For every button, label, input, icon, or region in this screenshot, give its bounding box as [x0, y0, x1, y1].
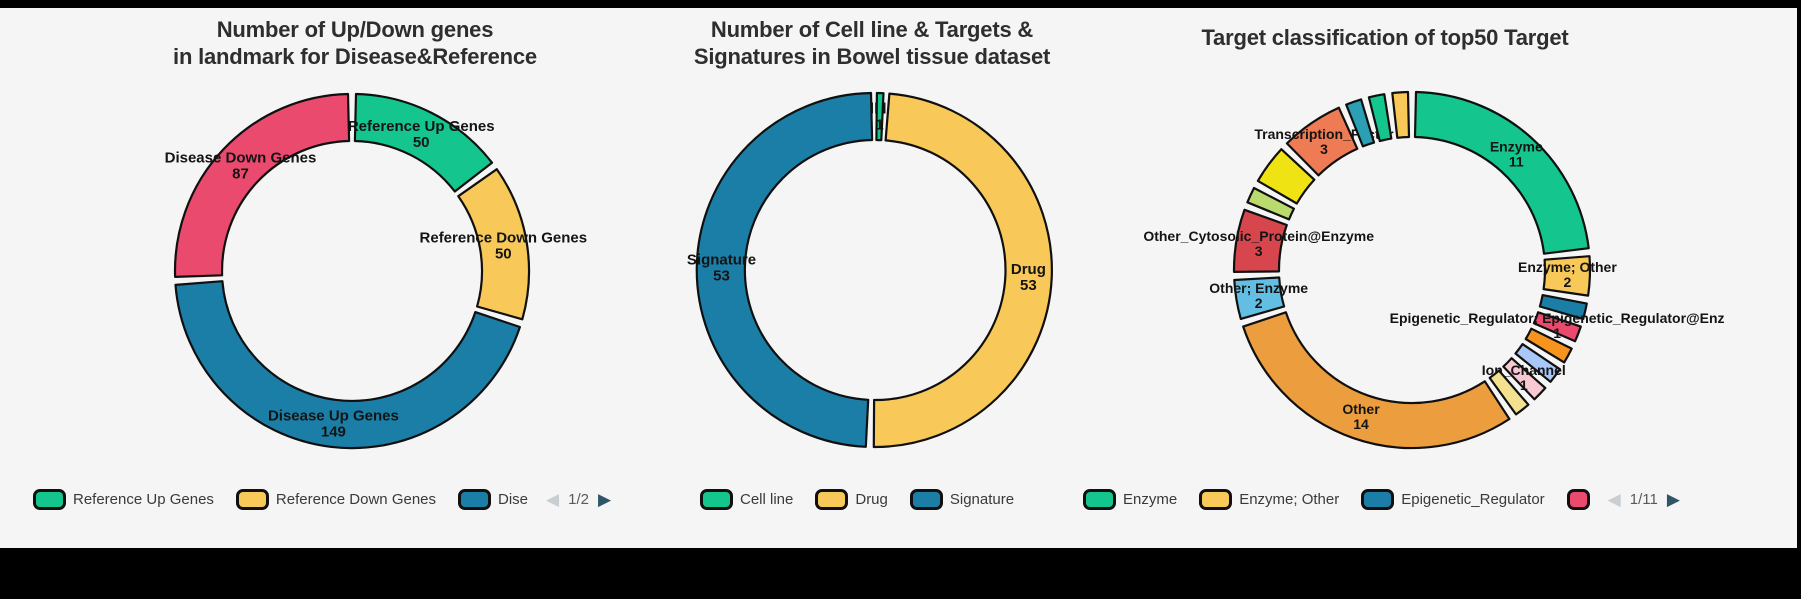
- chart1-legend: Reference Up Genes Reference Down Genes Di…: [33, 484, 611, 514]
- legend-item-label: Dise: [498, 490, 529, 508]
- donut-segment-disease-up-genes[interactable]: [174, 280, 521, 450]
- donut-segment-unlabeled[interactable]: [1538, 294, 1588, 320]
- chart2-title-line2: Signatures in Bowel tissue dataset: [693, 44, 1051, 69]
- chart2-title: Number of Cell line & Targets & Signatur…: [597, 16, 1147, 70]
- donut-segment-drug[interactable]: [872, 92, 1053, 449]
- donut-segment-unlabeled[interactable]: [1514, 343, 1561, 383]
- legend-item-enzyme-other[interactable]: Enzyme; Other: [1199, 488, 1340, 510]
- chart2-legend: Cell line Drug Signature: [700, 484, 1014, 514]
- legend-pager-page-indicator: 1/2: [568, 490, 589, 508]
- legend-item-label: Drug: [855, 490, 888, 508]
- donut-segment-other-enzyme[interactable]: [1233, 276, 1286, 320]
- legend-item-reference-up-genes[interactable]: Reference Up Genes: [33, 488, 214, 510]
- legend-item-label: Enzyme; Other: [1239, 490, 1340, 508]
- legend-item-label: Signature: [949, 490, 1015, 508]
- legend-swatch: [33, 488, 66, 510]
- donut-segment-unlabeled[interactable]: [1391, 90, 1411, 139]
- legend-pager-prev-icon[interactable]: ◀: [546, 489, 560, 509]
- donut-segment-enzyme[interactable]: [1413, 90, 1590, 255]
- legend-pager: ◀ 1/2 ▶: [546, 491, 611, 508]
- legend-swatch: [1361, 488, 1395, 510]
- legend-pager-page-indicator: 1/11: [1629, 490, 1658, 508]
- donut-segment-cell-line[interactable]: [875, 91, 885, 142]
- legend-swatch: [1566, 488, 1590, 510]
- donut-segment-other-cytosolic-protein-enzyme[interactable]: [1232, 208, 1288, 273]
- top-letterbox-bar: [0, 0, 1801, 8]
- legend-pager-next-icon[interactable]: ▶: [1666, 489, 1680, 509]
- donut-segment-reference-down-genes[interactable]: [457, 168, 531, 321]
- donut-segment-other[interactable]: [1242, 311, 1511, 450]
- legend-item-dise[interactable]: Dise: [458, 488, 529, 510]
- legend-item-label: Reference Down Genes: [275, 490, 437, 508]
- legend-item-drug[interactable]: Drug: [815, 488, 888, 510]
- legend-item-enzyme[interactable]: Enzyme: [1083, 488, 1178, 510]
- legend-item-label: Epigenetic_Regulator: [1401, 490, 1545, 508]
- donut-segment-unlabeled[interactable]: [1524, 327, 1573, 364]
- legend-swatch: [909, 488, 943, 510]
- donut-segment-unlabeled[interactable]: [1345, 98, 1376, 148]
- donut-segment-signature[interactable]: [695, 91, 874, 448]
- chart3-title: Target classification of top50 Target: [1110, 24, 1660, 51]
- right-letterbox-bar: [1797, 0, 1801, 548]
- legend-item-signature[interactable]: Signature: [909, 488, 1015, 510]
- donut-segment-transcription-factor[interactable]: [1285, 106, 1359, 177]
- legend-item-label: Cell line: [740, 490, 794, 508]
- legend-swatch: [700, 488, 733, 510]
- legend-item-truncated[interactable]: [1566, 488, 1590, 510]
- legend-swatch: [1083, 488, 1116, 510]
- donut-segment-disease-down-genes[interactable]: [173, 92, 351, 278]
- chart1-title-line1: Number of Up/Down genes: [216, 17, 494, 42]
- donut-segment-reference-up-genes[interactable]: [353, 92, 494, 193]
- donut-segment-unlabeled[interactable]: [1367, 93, 1393, 143]
- legend-swatch: [815, 488, 849, 510]
- legend-item-reference-down-genes[interactable]: Reference Down Genes: [235, 488, 437, 510]
- legend-swatch: [1199, 488, 1233, 510]
- legend-item-label: Enzyme: [1123, 490, 1178, 508]
- legend-swatch: [235, 488, 269, 510]
- chart3-legend: Enzyme Enzyme; Other Epigenetic_Regulator ◀…: [1083, 484, 1680, 514]
- chart1-title-line2: in landmark for Disease&Reference: [173, 44, 537, 69]
- legend-item-cell-line[interactable]: Cell line: [700, 488, 794, 510]
- donut-segment-enzyme-other[interactable]: [1542, 255, 1592, 297]
- donut-segment-epigenetic-regulator-epigenetic-regulator-enz[interactable]: [1532, 311, 1582, 343]
- chart1-title: Number of Up/Down genes in landmark for …: [80, 16, 630, 70]
- chart3-title-line1: Target classification of top50 Target: [1201, 25, 1569, 50]
- donut-segment-unlabeled[interactable]: [1246, 186, 1295, 221]
- donut-segment-unlabeled[interactable]: [1256, 148, 1316, 205]
- legend-pager-next-icon[interactable]: ▶: [597, 489, 612, 509]
- donut-segment-ion-channel[interactable]: [1502, 357, 1547, 401]
- legend-swatch: [458, 488, 492, 510]
- legend-pager: ◀ 1/11 ▶: [1608, 491, 1680, 508]
- legend-item-epigenetic-regulator[interactable]: Epigenetic_Regulator: [1361, 488, 1545, 510]
- bottom-letterbox-bar: [0, 548, 1801, 599]
- legend-item-label: Reference Up Genes: [73, 490, 214, 508]
- chart2-title-line1: Number of Cell line & Targets &: [710, 17, 1034, 42]
- legend-pager-prev-icon[interactable]: ◀: [1607, 489, 1621, 509]
- donut-segment-unlabeled[interactable]: [1488, 369, 1530, 416]
